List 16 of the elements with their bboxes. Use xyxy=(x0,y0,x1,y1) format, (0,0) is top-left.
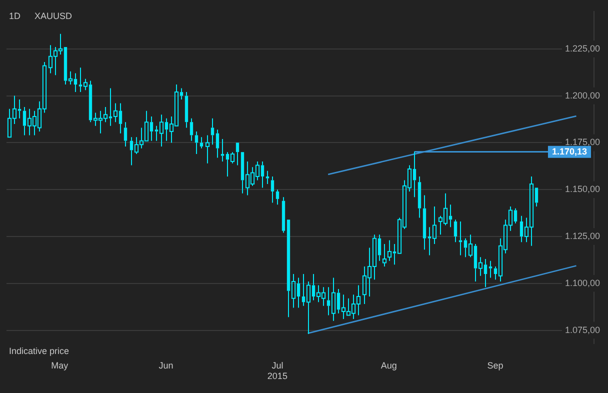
annotation: 1.170,13 xyxy=(552,146,588,156)
y-tick-label: 1.225,00 xyxy=(564,43,600,54)
y-tick-label: 1.100,00 xyxy=(564,278,600,288)
x-tick-label: Sep xyxy=(487,360,504,370)
y-tick-label: 1.150,00 xyxy=(564,184,600,194)
x-tick-label: Jul 2015 xyxy=(267,360,288,382)
y-tick-label: 1.125,00 xyxy=(564,230,600,241)
text: Indicative price xyxy=(9,346,70,356)
y-tick-label: 1.075,00 xyxy=(564,324,600,335)
x-tick-label: Aug xyxy=(380,360,397,370)
chart-title: XAUUSD xyxy=(34,11,72,21)
y-tick-label: 1.200,00 xyxy=(564,90,600,100)
y-tick-label: 1.175,00 xyxy=(564,137,600,148)
chart-subtitle: 1D xyxy=(9,11,21,21)
x-tick-label: Jun xyxy=(158,360,174,370)
x-tick-label: May xyxy=(51,360,69,370)
